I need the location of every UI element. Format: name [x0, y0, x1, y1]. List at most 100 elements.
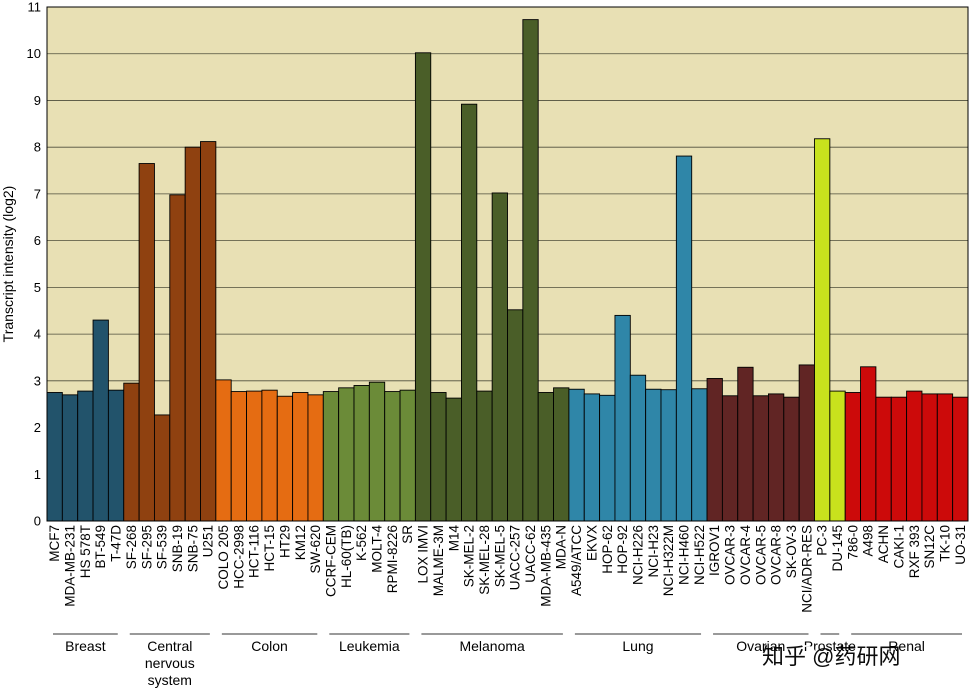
x-category-label: ACHN — [876, 525, 891, 563]
watermark: 知乎 @药研网 — [762, 644, 900, 669]
bar — [629, 374, 647, 522]
bar — [522, 19, 539, 522]
x-category-label: IGROV1 — [707, 525, 722, 576]
bar — [491, 192, 508, 522]
bar — [814, 138, 831, 522]
x-category-label: MDA-MB-231 — [63, 525, 78, 607]
x-category-label: PC-3 — [815, 525, 830, 556]
x-category-label: KM12 — [293, 525, 308, 560]
x-category-label: SF-539 — [155, 525, 170, 569]
bar — [553, 387, 570, 522]
bar — [752, 395, 769, 522]
x-category-label: SNB-19 — [170, 525, 185, 572]
bar — [200, 141, 217, 522]
bar — [184, 146, 201, 522]
x-category-label: SN12C — [922, 525, 937, 569]
bar — [246, 390, 263, 522]
bar — [768, 393, 785, 522]
x-category-label: OVCAR-4 — [738, 525, 753, 586]
x-category-label: UO-31 — [953, 525, 968, 565]
plot-border — [46, 6, 969, 522]
bar — [261, 389, 278, 522]
bar — [645, 388, 662, 522]
bar — [798, 364, 815, 522]
group-label: Ovarian — [736, 638, 785, 654]
bar — [107, 389, 125, 522]
x-category-label: HCT-116 — [247, 525, 262, 578]
bar — [568, 388, 585, 522]
bar — [461, 103, 478, 522]
x-category-label: SK-MEL-5 — [492, 525, 507, 587]
x-category-label: M14 — [446, 525, 461, 552]
y-tick-label: 3 — [34, 373, 41, 388]
watermark-badge-icon — [793, 645, 817, 669]
y-tick-label: 11 — [28, 0, 42, 15]
y-axis-title: Transcript intensity (log2) — [0, 186, 16, 343]
x-category-label: HT29 — [277, 525, 292, 558]
bar — [660, 389, 677, 522]
y-tick-label: 1 — [34, 467, 41, 482]
watermark-text: 知乎 @药研网 — [762, 644, 900, 669]
x-category-label: EKVX — [584, 525, 599, 561]
x-category-label: NCI-H226 — [630, 525, 645, 585]
group-label: Prostate — [804, 638, 856, 654]
bar — [169, 194, 186, 522]
x-category-label: MOLT-4 — [370, 525, 385, 573]
bar — [507, 309, 524, 522]
bar — [829, 390, 846, 522]
bar — [77, 390, 94, 522]
bar — [414, 52, 432, 522]
x-category-label: A498 — [861, 525, 876, 557]
x-axis-category-labels: MCF7 MDA-MB-231 HS 578T BT-549 T-47D SF-268 SF… — [47, 525, 968, 613]
y-axis-ticks: 0 1 2 3 4 5 6 7 8 9 10 11 — [27, 0, 41, 529]
bar — [875, 396, 892, 522]
x-category-label: HOP-62 — [600, 525, 615, 574]
bar — [445, 397, 462, 522]
bar — [675, 155, 693, 522]
group-label: Melanoma — [459, 638, 525, 654]
x-category-label: SK-MEL-28 — [477, 525, 492, 595]
x-category-label: HL-60(TB) — [339, 525, 354, 588]
x-category-label: SR — [400, 525, 415, 544]
bar — [706, 378, 723, 522]
x-category-label: SF-268 — [124, 525, 139, 569]
bar — [921, 393, 938, 522]
x-category-label: HS 578T — [78, 525, 93, 578]
x-category-label: A549/ATCC — [569, 525, 584, 596]
bar — [399, 389, 416, 522]
bar — [338, 387, 355, 522]
x-category-label: SK-MEL-2 — [462, 525, 477, 587]
y-tick-label: 0 — [34, 514, 41, 529]
x-category-label: NCI-H522 — [692, 525, 707, 585]
x-category-label: SW-620 — [308, 525, 323, 574]
x-category-label: SNB-75 — [185, 525, 200, 572]
bar — [276, 395, 294, 522]
bar — [691, 388, 708, 522]
x-category-label: MCF7 — [47, 525, 62, 562]
bar — [92, 319, 109, 522]
x-category-label: RXF 393 — [907, 525, 922, 578]
bar — [123, 382, 140, 522]
x-category-label: 786-0 — [845, 525, 860, 560]
bar — [368, 381, 386, 522]
x-category-label: COLO 205 — [216, 525, 231, 590]
group-label: Lung — [622, 638, 653, 654]
bar — [844, 392, 862, 522]
group-label: Renal — [888, 638, 925, 654]
bar — [153, 414, 171, 522]
bar — [537, 392, 555, 522]
y-tick-label: 5 — [34, 280, 41, 295]
y-tick-label: 6 — [34, 233, 41, 248]
group-labels: Breast Central nervous system Colon Leukemia M… — [53, 633, 962, 688]
x-category-label: T-47D — [109, 525, 124, 562]
x-category-label: OVCAR-8 — [769, 525, 784, 585]
x-category-label: SK-OV-3 — [784, 525, 799, 578]
x-category-label: RPMI-8226 — [385, 525, 400, 593]
bar — [353, 385, 370, 522]
bar — [322, 391, 340, 522]
bar — [783, 396, 800, 522]
x-category-label: MDA-N — [554, 525, 569, 569]
x-category-label: SF-295 — [139, 525, 154, 569]
bar — [384, 391, 401, 522]
bar — [583, 393, 601, 522]
